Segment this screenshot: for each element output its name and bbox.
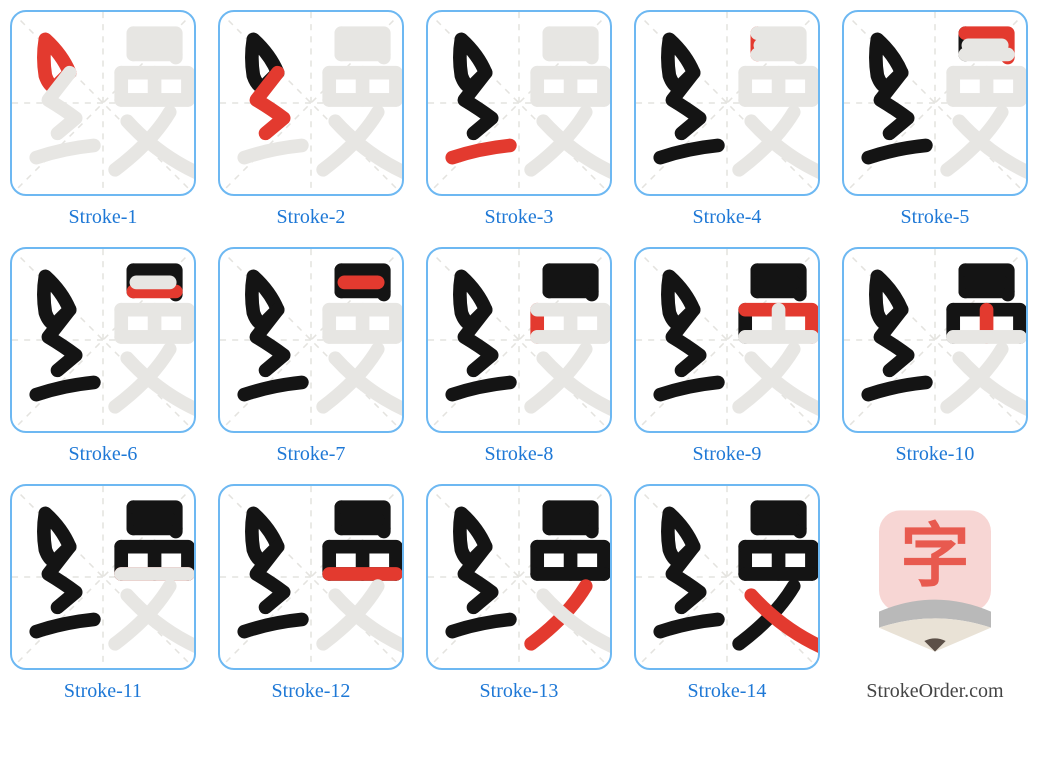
stroke-label: Stroke-2 <box>277 206 346 229</box>
stroke-tile <box>426 247 612 433</box>
svg-text:字: 字 <box>900 517 969 595</box>
stroke-cell: Stroke-13 <box>426 484 612 703</box>
stroke-cell: Stroke-11 <box>10 484 196 703</box>
stroke-label: Stroke-6 <box>69 443 138 466</box>
stroke-tile <box>218 484 404 670</box>
stroke-cell: Stroke-9 <box>634 247 820 466</box>
stroke-label: Stroke-8 <box>485 443 554 466</box>
stroke-label: Stroke-12 <box>272 680 351 703</box>
stroke-label: Stroke-10 <box>896 443 975 466</box>
stroke-grid: Stroke-1 Stroke-2 Stroke-3 Stroke-4 Stro… <box>10 10 1040 703</box>
stroke-tile <box>218 10 404 196</box>
stroke-tile <box>842 10 1028 196</box>
stroke-label: Stroke-14 <box>688 680 767 703</box>
stroke-tile <box>10 10 196 196</box>
stroke-label: Stroke-9 <box>693 443 762 466</box>
stroke-cell: Stroke-3 <box>426 10 612 229</box>
site-logo: 字 <box>842 484 1028 670</box>
stroke-tile <box>634 484 820 670</box>
stroke-cell: Stroke-10 <box>842 247 1028 466</box>
stroke-cell: Stroke-8 <box>426 247 612 466</box>
stroke-cell: Stroke-4 <box>634 10 820 229</box>
stroke-tile <box>634 10 820 196</box>
stroke-label: Stroke-13 <box>480 680 559 703</box>
stroke-label: Stroke-3 <box>485 206 554 229</box>
stroke-cell: Stroke-6 <box>10 247 196 466</box>
stroke-cell: Stroke-14 <box>634 484 820 703</box>
site-logo-cell: 字 StrokeOrder.com <box>842 484 1028 703</box>
stroke-tile <box>426 10 612 196</box>
stroke-cell: Stroke-2 <box>218 10 404 229</box>
stroke-tile <box>10 484 196 670</box>
site-name: StrokeOrder.com <box>866 680 1003 703</box>
stroke-tile <box>10 247 196 433</box>
stroke-tile <box>218 247 404 433</box>
stroke-label: Stroke-1 <box>69 206 138 229</box>
stroke-label: Stroke-11 <box>64 680 142 703</box>
stroke-label: Stroke-7 <box>277 443 346 466</box>
stroke-cell: Stroke-5 <box>842 10 1028 229</box>
stroke-tile <box>634 247 820 433</box>
stroke-label: Stroke-5 <box>901 206 970 229</box>
stroke-tile <box>426 484 612 670</box>
stroke-label: Stroke-4 <box>693 206 762 229</box>
stroke-cell: Stroke-1 <box>10 10 196 229</box>
stroke-tile <box>842 247 1028 433</box>
stroke-cell: Stroke-12 <box>218 484 404 703</box>
stroke-cell: Stroke-7 <box>218 247 404 466</box>
